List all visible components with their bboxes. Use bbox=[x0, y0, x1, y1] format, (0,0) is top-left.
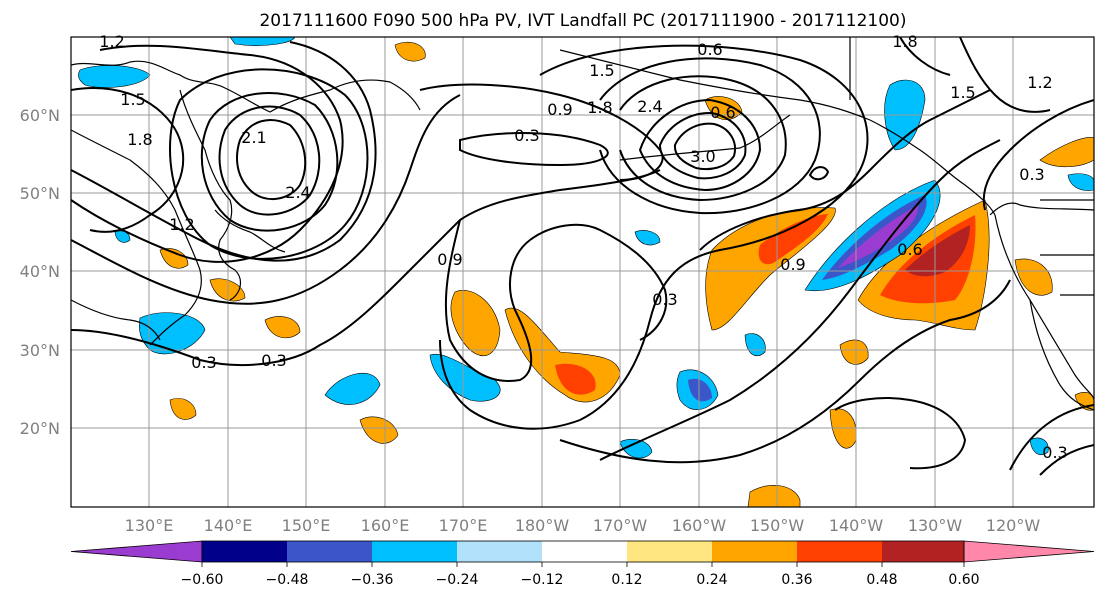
colorbar-tick-label: 0.48 bbox=[866, 572, 897, 588]
contour-label: 1.2 bbox=[99, 32, 124, 51]
positive-anomaly bbox=[1014, 258, 1053, 296]
contour-label: 2.1 bbox=[241, 128, 266, 147]
negative-anomaly bbox=[619, 439, 653, 459]
contour-label: 1.5 bbox=[950, 83, 975, 102]
negative-anomaly bbox=[634, 230, 661, 246]
contour-label: 0.9 bbox=[547, 100, 572, 119]
colorbar-tick-label: 0.60 bbox=[948, 572, 979, 588]
lon-label: 170°W bbox=[593, 516, 648, 535]
colorbar-swatch bbox=[882, 541, 964, 562]
contour-label: 1.8 bbox=[127, 130, 152, 149]
negative-anomaly bbox=[324, 372, 381, 405]
contour-label: 1.2 bbox=[169, 215, 194, 234]
contour-label: 0.3 bbox=[191, 353, 216, 372]
positive-anomaly-core bbox=[555, 363, 596, 395]
lon-label: 140°E bbox=[204, 516, 253, 535]
contour-label: 0.9 bbox=[780, 255, 805, 274]
colorbar-swatch bbox=[202, 541, 287, 562]
colorbar-tick-label: 0.36 bbox=[781, 572, 812, 588]
colorbar-tick-label: −0.48 bbox=[266, 572, 309, 588]
lat-label: 20°N bbox=[20, 419, 60, 438]
contour-label: 0.3 bbox=[1042, 443, 1067, 462]
positive-anomaly bbox=[159, 248, 189, 269]
colorbar-extend-low bbox=[70, 540, 203, 563]
contour-label: 0.9 bbox=[437, 250, 462, 269]
lon-label: 130°E bbox=[125, 516, 174, 535]
negative-anomaly bbox=[429, 353, 501, 402]
colorbar-tick-label: −0.36 bbox=[351, 572, 394, 588]
positive-anomaly bbox=[359, 416, 399, 444]
map-panel bbox=[70, 36, 1095, 508]
map-frame bbox=[70, 36, 1095, 508]
positive-anomaly-core bbox=[905, 225, 970, 277]
lon-label: 150°W bbox=[750, 516, 805, 535]
coastlines bbox=[71, 37, 1094, 411]
lat-label: 30°N bbox=[20, 341, 60, 360]
colorbar-tick-label: −0.12 bbox=[521, 572, 564, 588]
colorbar-tick-label: −0.60 bbox=[181, 572, 224, 588]
lon-label: 140°W bbox=[829, 516, 884, 535]
contour-label: 0.6 bbox=[697, 40, 722, 59]
colorbar-swatch bbox=[797, 541, 882, 562]
colorbar-frame bbox=[201, 540, 965, 563]
colorbar-swatch bbox=[712, 541, 797, 562]
positive-anomaly-core bbox=[758, 214, 828, 265]
colorbar-swatch bbox=[627, 541, 712, 562]
contour-label: 1.2 bbox=[1027, 73, 1052, 92]
negative-anomaly bbox=[1029, 437, 1049, 455]
colorbar-swatch bbox=[542, 541, 627, 562]
lon-label: 180°W bbox=[515, 516, 570, 535]
lat-label: 60°N bbox=[20, 106, 60, 125]
lon-label: 160°W bbox=[672, 516, 727, 535]
contour-label: 0.3 bbox=[652, 290, 677, 309]
figure-title: 2017111600 F090 500 hPa PV, IVT Landfall… bbox=[259, 11, 906, 31]
lat-label: 40°N bbox=[20, 262, 60, 281]
colorbar-ticks bbox=[201, 562, 965, 567]
negative-anomaly-core bbox=[688, 378, 712, 402]
contour-label: 0.3 bbox=[261, 351, 286, 370]
contour-label: 1.8 bbox=[587, 98, 612, 117]
colorbar-tick-label: −0.24 bbox=[436, 572, 479, 588]
longitude-labels: 130°E 140°E 150°E 160°E 170°E 180°W 170°… bbox=[125, 516, 1041, 535]
colorbar-tick-label: 0.12 bbox=[611, 572, 642, 588]
negative-anomaly-core bbox=[838, 205, 919, 268]
contour-label: 0.3 bbox=[514, 126, 539, 145]
contour-label: 1.5 bbox=[589, 61, 614, 80]
colorbar-extend-high bbox=[963, 540, 1095, 563]
contour-label: 3.0 bbox=[690, 147, 715, 166]
positive-anomaly bbox=[394, 41, 426, 62]
latitude-labels: 60°N 50°N 40°N 30°N 20°N bbox=[20, 106, 60, 438]
contour-label: 1.8 bbox=[892, 32, 917, 51]
positive-anomaly bbox=[1039, 137, 1094, 168]
contour-label: 2.4 bbox=[285, 183, 310, 202]
contour-label: 0.6 bbox=[897, 240, 922, 259]
colorbar-tick-label: 0.24 bbox=[696, 572, 727, 588]
contour-label: 0.3 bbox=[1019, 165, 1044, 184]
gridlines bbox=[71, 37, 1094, 507]
contour-label: 1.5 bbox=[120, 90, 145, 109]
negative-anomaly bbox=[114, 230, 131, 243]
positive-anomaly bbox=[169, 398, 197, 420]
positive-anomaly bbox=[839, 339, 869, 365]
lon-label: 160°E bbox=[361, 516, 410, 535]
positive-anomaly bbox=[264, 316, 301, 339]
lon-label: 130°W bbox=[908, 516, 963, 535]
colorbar-swatch bbox=[372, 541, 457, 562]
lon-label: 170°E bbox=[439, 516, 488, 535]
contour-label: 2.4 bbox=[637, 97, 662, 116]
contour-labels: 1.2 1.5 1.8 2.1 2.4 1.2 0.3 0.3 0.9 0.6 … bbox=[99, 32, 1067, 462]
pv-contours bbox=[71, 37, 1094, 476]
colorbar-swatch bbox=[457, 541, 542, 562]
negative-anomaly bbox=[1067, 173, 1094, 191]
colorbar: −0.60 −0.48 −0.36 −0.24 −0.12 0.12 0.24 … bbox=[70, 540, 1095, 588]
lat-label: 50°N bbox=[20, 184, 60, 203]
lon-label: 150°E bbox=[282, 516, 331, 535]
negative-anomaly bbox=[139, 312, 206, 355]
lon-label: 120°W bbox=[986, 516, 1041, 535]
contour-label: 0.6 bbox=[710, 103, 735, 122]
positive-anomaly bbox=[747, 485, 801, 507]
colorbar-swatch bbox=[287, 541, 372, 562]
negative-anomaly bbox=[78, 65, 151, 88]
